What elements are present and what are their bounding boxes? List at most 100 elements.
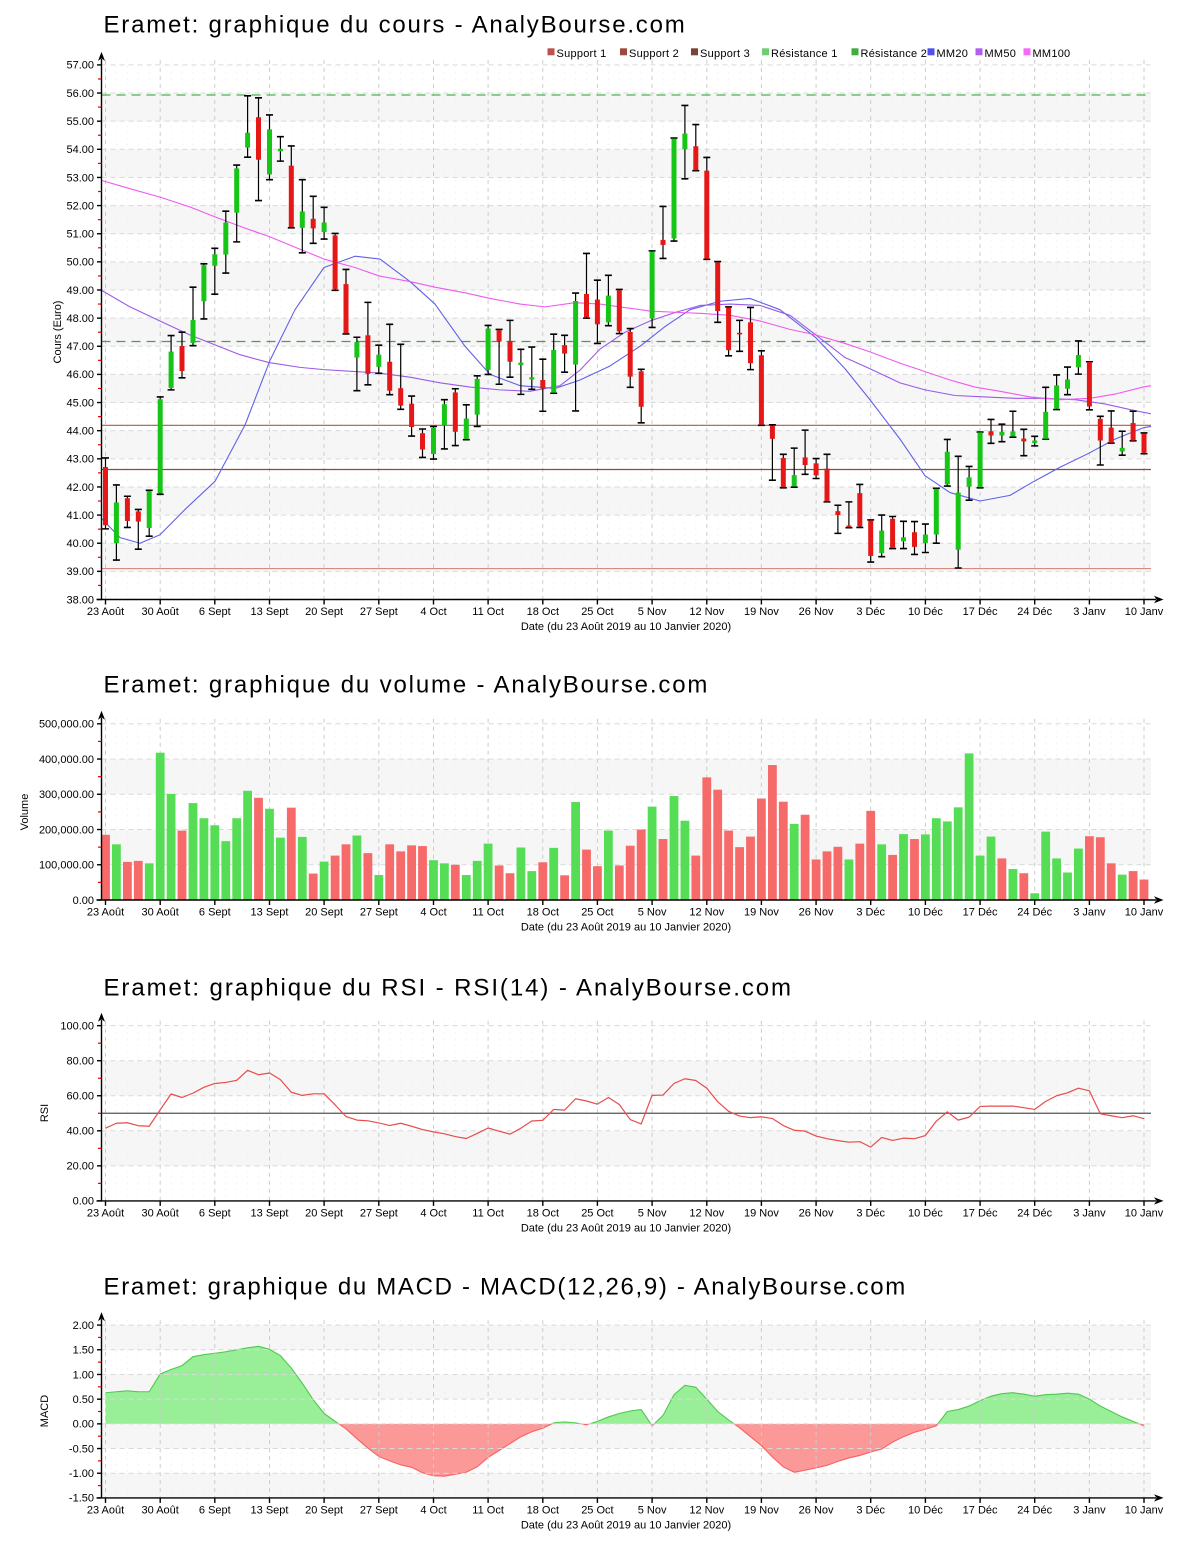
svg-text:4 Oct: 4 Oct: [420, 907, 446, 919]
svg-text:500,000.00: 500,000.00: [39, 719, 94, 731]
svg-text:40.00: 40.00: [66, 538, 94, 550]
svg-text:1.50: 1.50: [73, 1345, 94, 1357]
svg-text:26 Nov: 26 Nov: [799, 1207, 834, 1219]
svg-text:30 Août: 30 Août: [142, 1207, 179, 1219]
svg-text:20 Sept: 20 Sept: [305, 1207, 343, 1219]
svg-text:1.00: 1.00: [73, 1369, 94, 1381]
svg-text:48.00: 48.00: [66, 313, 94, 325]
svg-text:17 Déc: 17 Déc: [963, 907, 998, 919]
svg-text:17 Déc: 17 Déc: [963, 606, 998, 618]
svg-text:13 Sept: 13 Sept: [251, 907, 289, 919]
svg-text:12 Nov: 12 Nov: [689, 1207, 724, 1219]
svg-text:26 Nov: 26 Nov: [799, 606, 834, 618]
svg-text:17 Déc: 17 Déc: [963, 1207, 998, 1219]
svg-text:20 Sept: 20 Sept: [305, 606, 343, 618]
svg-text:20 Sept: 20 Sept: [305, 1504, 343, 1516]
svg-text:4 Oct: 4 Oct: [420, 1504, 446, 1516]
svg-text:26 Nov: 26 Nov: [799, 1504, 834, 1516]
svg-text:-0.50: -0.50: [69, 1443, 94, 1455]
svg-text:3 Janv: 3 Janv: [1073, 1207, 1106, 1219]
svg-text:MACD: MACD: [39, 1395, 51, 1427]
svg-text:30 Août: 30 Août: [142, 1504, 179, 1516]
svg-text:3 Janv: 3 Janv: [1073, 907, 1106, 919]
svg-text:-1.50: -1.50: [69, 1493, 94, 1505]
svg-text:Eramet: graphique du volume -: Eramet: graphique du volume - AnalyBours…: [104, 672, 710, 699]
svg-text:11 Oct: 11 Oct: [472, 1504, 504, 1516]
svg-text:Support 2: Support 2: [629, 48, 679, 60]
svg-text:400,000.00: 400,000.00: [39, 754, 94, 766]
svg-text:10 Déc: 10 Déc: [908, 1207, 943, 1219]
svg-text:30 Août: 30 Août: [142, 907, 179, 919]
svg-text:0.50: 0.50: [73, 1394, 94, 1406]
svg-text:3 Déc: 3 Déc: [856, 1504, 885, 1516]
svg-text:53.00: 53.00: [66, 172, 94, 184]
svg-text:24 Déc: 24 Déc: [1017, 1504, 1052, 1516]
svg-text:11 Oct: 11 Oct: [472, 907, 504, 919]
svg-text:6 Sept: 6 Sept: [199, 606, 231, 618]
svg-text:10 Janv: 10 Janv: [1125, 1504, 1164, 1516]
svg-text:46.00: 46.00: [66, 369, 94, 381]
svg-text:5 Nov: 5 Nov: [638, 907, 667, 919]
svg-text:3 Déc: 3 Déc: [856, 1207, 885, 1219]
svg-text:39.00: 39.00: [66, 566, 94, 578]
svg-text:20 Sept: 20 Sept: [305, 907, 343, 919]
svg-text:Date (du 23 Août 2019 au 10 Ja: Date (du 23 Août 2019 au 10 Janvier 2020…: [521, 621, 731, 633]
svg-text:Date (du 23 Août 2019 au 10 Ja: Date (du 23 Août 2019 au 10 Janvier 2020…: [521, 1222, 731, 1234]
svg-text:23 Août: 23 Août: [87, 1504, 124, 1516]
svg-text:Eramet: graphique du RSI - RSI: Eramet: graphique du RSI - RSI(14) - Ana…: [104, 975, 793, 1002]
svg-text:6 Sept: 6 Sept: [199, 1504, 231, 1516]
svg-text:27 Sept: 27 Sept: [360, 1504, 398, 1516]
svg-text:Résistance 1: Résistance 1: [771, 48, 838, 60]
svg-text:5 Nov: 5 Nov: [638, 1207, 667, 1219]
svg-text:52.00: 52.00: [66, 200, 94, 212]
svg-text:Volume: Volume: [19, 794, 31, 831]
svg-text:23 Août: 23 Août: [87, 1207, 124, 1219]
svg-text:25 Oct: 25 Oct: [581, 606, 613, 618]
svg-text:51.00: 51.00: [66, 229, 94, 241]
svg-text:24 Déc: 24 Déc: [1017, 606, 1052, 618]
svg-text:19 Nov: 19 Nov: [744, 606, 779, 618]
svg-text:18 Oct: 18 Oct: [527, 1207, 559, 1219]
svg-text:Cours (Euro): Cours (Euro): [52, 301, 64, 364]
svg-text:12 Nov: 12 Nov: [689, 907, 724, 919]
svg-text:20.00: 20.00: [66, 1161, 94, 1173]
svg-text:12 Nov: 12 Nov: [689, 606, 724, 618]
svg-text:6 Sept: 6 Sept: [199, 907, 231, 919]
svg-text:27 Sept: 27 Sept: [360, 907, 398, 919]
svg-text:12 Nov: 12 Nov: [689, 1504, 724, 1516]
svg-text:0.00: 0.00: [73, 895, 94, 907]
svg-text:Résistance 2: Résistance 2: [861, 48, 928, 60]
svg-text:MM20: MM20: [937, 48, 969, 60]
svg-text:40.00: 40.00: [66, 1126, 94, 1138]
svg-text:100.00: 100.00: [60, 1020, 94, 1032]
svg-text:3 Déc: 3 Déc: [856, 606, 885, 618]
svg-text:60.00: 60.00: [66, 1091, 94, 1103]
svg-text:55.00: 55.00: [66, 116, 94, 128]
svg-text:45.00: 45.00: [66, 397, 94, 409]
svg-text:10 Janv: 10 Janv: [1125, 907, 1164, 919]
svg-text:Eramet: graphique du cours - A: Eramet: graphique du cours - AnalyBourse…: [104, 12, 687, 39]
svg-text:25 Oct: 25 Oct: [581, 1207, 613, 1219]
svg-text:19 Nov: 19 Nov: [744, 1504, 779, 1516]
svg-text:10 Janv: 10 Janv: [1125, 606, 1164, 618]
svg-text:Eramet: graphique du MACD - MA: Eramet: graphique du MACD - MACD(12,26,9…: [104, 1274, 907, 1301]
svg-text:11 Oct: 11 Oct: [472, 1207, 504, 1219]
svg-text:47.00: 47.00: [66, 341, 94, 353]
svg-text:Date (du 23 Août 2019 au 10 Ja: Date (du 23 Août 2019 au 10 Janvier 2020…: [521, 922, 731, 934]
svg-text:25 Oct: 25 Oct: [581, 1504, 613, 1516]
svg-text:54.00: 54.00: [66, 144, 94, 156]
svg-text:4 Oct: 4 Oct: [420, 1207, 446, 1219]
svg-text:80.00: 80.00: [66, 1056, 94, 1068]
svg-text:50.00: 50.00: [66, 257, 94, 269]
svg-text:10 Déc: 10 Déc: [908, 606, 943, 618]
svg-text:-1.00: -1.00: [69, 1468, 94, 1480]
svg-text:MM100: MM100: [1033, 48, 1071, 60]
svg-text:25 Oct: 25 Oct: [581, 907, 613, 919]
svg-text:13 Sept: 13 Sept: [251, 606, 289, 618]
svg-text:24 Déc: 24 Déc: [1017, 1207, 1052, 1219]
svg-text:41.00: 41.00: [66, 510, 94, 522]
svg-text:56.00: 56.00: [66, 88, 94, 100]
svg-text:200,000.00: 200,000.00: [39, 824, 94, 836]
svg-text:3 Janv: 3 Janv: [1073, 1504, 1106, 1516]
svg-text:3 Déc: 3 Déc: [856, 907, 885, 919]
